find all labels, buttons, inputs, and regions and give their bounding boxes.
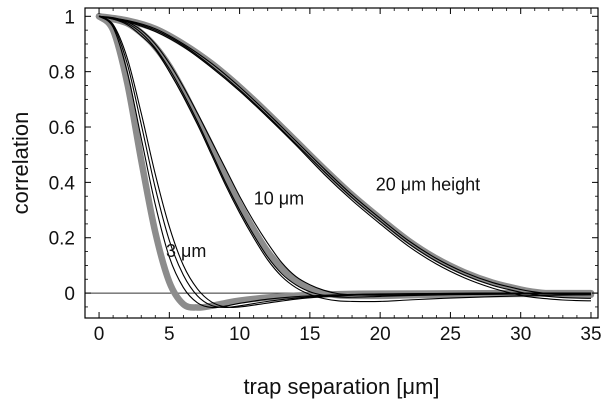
series-line-3-m xyxy=(98,15,591,309)
x-tick-label: 5 xyxy=(164,324,175,345)
series-gray-group xyxy=(95,13,595,311)
y-tick-label: 0 xyxy=(64,284,75,305)
x-tick-label: 0 xyxy=(94,324,105,345)
major-ticks xyxy=(85,8,598,318)
series-line-10-m xyxy=(98,15,591,298)
y-tick-label: 0.8 xyxy=(49,63,75,84)
x-tick-label: 20 xyxy=(370,324,391,345)
x-tick-labels: 0 5 10 15 20 25 30 35 xyxy=(94,324,602,345)
y-tick-label: 0.6 xyxy=(49,118,75,139)
y-tick-label: 0.4 xyxy=(49,173,76,194)
curve-annotation: 3 μm xyxy=(166,241,206,261)
curve-annotation: 20 μm height xyxy=(376,175,480,195)
y-tick-label: 1 xyxy=(64,7,75,28)
series-line-3-m-gray xyxy=(95,13,595,311)
x-tick-label: 35 xyxy=(580,324,601,345)
series-thin-group xyxy=(98,15,591,309)
y-tick-label: 0.2 xyxy=(49,229,75,250)
series-line-3-m xyxy=(98,15,591,309)
series-line-20-m-height xyxy=(98,15,591,302)
series-line-3-m xyxy=(98,15,591,309)
x-tick-label: 15 xyxy=(299,324,320,345)
curve-annotation: 10 μm xyxy=(254,189,304,209)
x-tick-label: 30 xyxy=(510,324,531,345)
series-line-10-m xyxy=(98,15,591,296)
x-tick-label: 25 xyxy=(440,324,461,345)
y-tick-labels: 0 0.2 0.4 0.6 0.8 1 xyxy=(49,7,76,305)
y-axis-title: correlation xyxy=(8,112,33,215)
series-line-20-m-height xyxy=(98,15,591,299)
annotations: 3 μm 10 μm 20 μm height xyxy=(166,175,480,261)
series-line-20-m-height xyxy=(98,15,591,296)
x-axis-title: trap separation [μm] xyxy=(243,374,439,399)
series-line-10-m xyxy=(98,15,591,303)
plot-frame xyxy=(84,7,599,319)
x-tick-label: 10 xyxy=(229,324,250,345)
